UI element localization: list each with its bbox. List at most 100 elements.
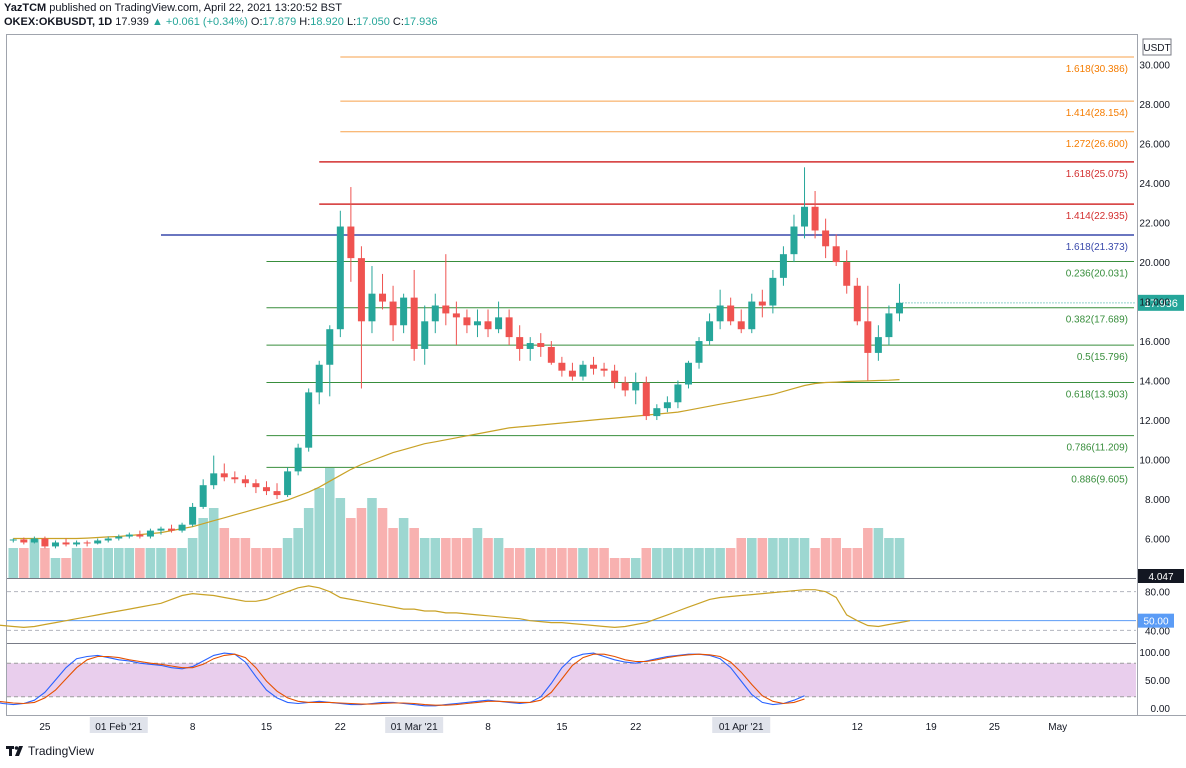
volume-bar: [198, 518, 208, 578]
price-tick-label: 10.000: [1139, 456, 1170, 467]
volume-bar: [367, 498, 377, 578]
candle: [706, 313, 714, 346]
volume-bar: [346, 518, 356, 578]
volume-bar: [282, 538, 293, 578]
candle-body: [843, 262, 851, 286]
volume-bar: [71, 548, 82, 578]
fib-level-label: 0.5(15.796): [1077, 352, 1128, 363]
candle-body: [653, 408, 661, 417]
time-tick-label: 25: [989, 722, 1001, 733]
candle-body: [51, 542, 59, 547]
candle-body: [790, 226, 798, 255]
tradingview-logo-icon: [6, 746, 23, 756]
stoch-tick-label: 0.00: [1151, 704, 1171, 715]
stoch-d-line: [0, 653, 805, 706]
candle: [801, 167, 809, 239]
price-tick-label: 20.000: [1139, 258, 1170, 269]
candle-body: [579, 364, 587, 377]
fib-level-label: 0.382(17.689): [1066, 315, 1128, 326]
stoch-tick-label: 50.00: [1145, 676, 1170, 687]
volume-bar: [261, 548, 272, 578]
fib-level-label: 1.618(21.373): [1066, 242, 1128, 253]
candle: [125, 532, 133, 539]
candle: [611, 364, 619, 389]
candle-body: [526, 343, 534, 349]
candle-body: [389, 301, 397, 326]
volume-bar: [240, 538, 251, 578]
stoch-k-line: [0, 652, 805, 707]
candle: [326, 325, 334, 397]
candle-body: [168, 528, 176, 531]
candle-body: [822, 230, 830, 247]
price-change: ▲ +0.061 (+0.34%): [151, 16, 248, 28]
candle-body: [410, 297, 418, 349]
candle-body: [73, 542, 81, 545]
volume-bar: [251, 548, 261, 578]
candle: [737, 309, 745, 334]
volume-bar: [145, 548, 156, 578]
time-tick-label: 22: [630, 722, 642, 733]
candle: [748, 293, 756, 334]
last-price-tag: [1138, 294, 1184, 311]
rsi-value-tag: [1138, 613, 1174, 628]
bottom-value-tag: [1138, 569, 1184, 583]
price-tick-label: 12.000: [1139, 416, 1170, 427]
published-text: published on TradingView.com, April 22, …: [49, 2, 342, 14]
volume-bar: [525, 548, 535, 578]
volume-bar: [230, 538, 240, 578]
candle: [463, 309, 471, 334]
candle: [516, 325, 524, 361]
candle-body: [315, 364, 323, 393]
candle-body: [431, 305, 439, 322]
volume-bar: [61, 558, 71, 578]
candle-body: [885, 313, 893, 338]
candle: [347, 187, 355, 282]
time-tick-label: 01 Feb '21: [95, 722, 142, 733]
candle: [294, 443, 302, 476]
candle-body: [94, 540, 102, 544]
high-label: H:: [299, 16, 311, 28]
candle: [210, 455, 218, 490]
volume-bar: [578, 548, 588, 578]
time-tick-label: 01 Apr '21: [719, 722, 764, 733]
volume-bar: [894, 538, 905, 578]
candle: [104, 536, 112, 543]
volume-bar: [177, 548, 187, 578]
candle: [547, 341, 555, 365]
candle: [30, 536, 38, 544]
volume-bar: [873, 528, 884, 578]
moving-average-line: [13, 379, 900, 540]
volume-bar: [810, 548, 820, 578]
candle: [727, 297, 735, 326]
volume-bar: [187, 538, 198, 578]
candle: [874, 325, 882, 361]
volume-bar: [557, 548, 567, 578]
candle-body: [9, 539, 17, 541]
candle: [495, 301, 503, 334]
candle-body: [104, 538, 112, 541]
candle: [400, 293, 408, 334]
candle-body: [231, 477, 239, 480]
candle-body: [547, 346, 555, 363]
candle-body: [273, 491, 281, 496]
candle: [231, 471, 239, 484]
volume-bar: [356, 508, 367, 578]
volume-bar: [652, 548, 662, 578]
candle-body: [115, 536, 123, 539]
volume-bar: [768, 538, 778, 578]
candle: [136, 530, 144, 539]
candle-body: [252, 483, 260, 488]
time-tick-label: 15: [556, 722, 568, 733]
candle: [357, 246, 365, 389]
fib-level-label: 1.272(26.600): [1066, 139, 1128, 150]
price-tick-label: 28.000: [1139, 100, 1170, 111]
volume-bar: [673, 548, 683, 578]
candle: [653, 404, 661, 421]
price-tick-label: 26.000: [1139, 140, 1170, 151]
volume-bar: [388, 528, 398, 578]
candle-body: [442, 305, 450, 314]
candle-body: [463, 317, 471, 326]
rsi-tick-label: 40.00: [1145, 626, 1170, 637]
ohlc-line: OKEX:OKBUSDT, 1D 17.939 ▲ +0.061 (+0.34%…: [4, 16, 438, 28]
